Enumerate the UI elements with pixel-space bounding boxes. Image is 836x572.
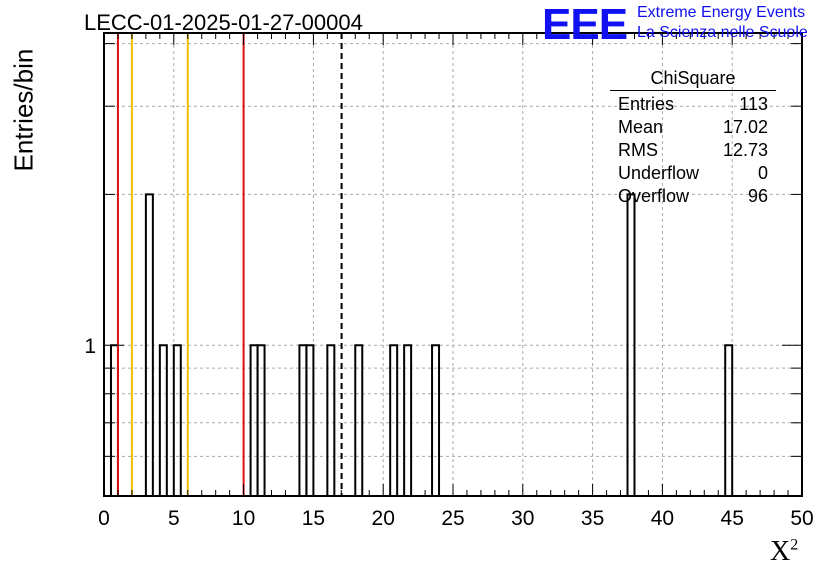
histogram-bin bbox=[172, 344, 182, 496]
logo-line1: Extreme Energy Events bbox=[637, 4, 806, 21]
x-tick-label: 50 bbox=[790, 507, 813, 530]
histogram-bin bbox=[256, 344, 266, 496]
y-axis-label: Entries/bin bbox=[8, 48, 39, 172]
histogram-bin bbox=[724, 344, 734, 496]
x-tick-label: 45 bbox=[721, 507, 744, 530]
stats-box: ChiSquare Entries 113 Mean 17.02 RMS 12.73 … bbox=[610, 68, 776, 208]
stat-row-mean: Mean 17.02 bbox=[618, 117, 768, 137]
x-tick-label: 0 bbox=[98, 507, 110, 530]
stat-row-overflow: Overflow 96 bbox=[618, 186, 768, 206]
x-tick-label: 15 bbox=[302, 507, 325, 530]
x-tick-label: 40 bbox=[651, 507, 674, 530]
stats-title: ChiSquare bbox=[610, 68, 776, 91]
histogram-bin bbox=[403, 344, 413, 496]
histogram-bin bbox=[354, 344, 364, 496]
eee-logo: EEE bbox=[542, 0, 628, 49]
x-tick-label: 5 bbox=[168, 507, 180, 530]
stat-row-underflow: Underflow 0 bbox=[618, 163, 768, 183]
x-axis-label: X2 bbox=[770, 536, 799, 567]
stat-row-rms: RMS 12.73 bbox=[618, 140, 768, 160]
logo-line2: La Scienza nelle Scuole bbox=[637, 24, 808, 41]
x-tick-label: 10 bbox=[232, 507, 255, 530]
x-tick-label: 30 bbox=[511, 507, 534, 530]
x-tick-label: 25 bbox=[441, 507, 464, 530]
histogram-bin bbox=[158, 344, 168, 496]
y-tick-label: 1 bbox=[84, 335, 96, 358]
histogram-bin bbox=[305, 344, 315, 496]
histogram-bin bbox=[431, 344, 441, 496]
histogram-bin bbox=[144, 193, 154, 496]
chart-title: LECC-01-2025-01-27-00004 bbox=[84, 10, 363, 35]
x-tick-label: 20 bbox=[372, 507, 395, 530]
histogram-bin bbox=[626, 193, 636, 496]
x-tick-label: 35 bbox=[581, 507, 604, 530]
stat-row-entries: Entries 113 bbox=[618, 94, 768, 114]
histogram-bin bbox=[389, 344, 399, 496]
histogram-bin bbox=[326, 344, 336, 496]
